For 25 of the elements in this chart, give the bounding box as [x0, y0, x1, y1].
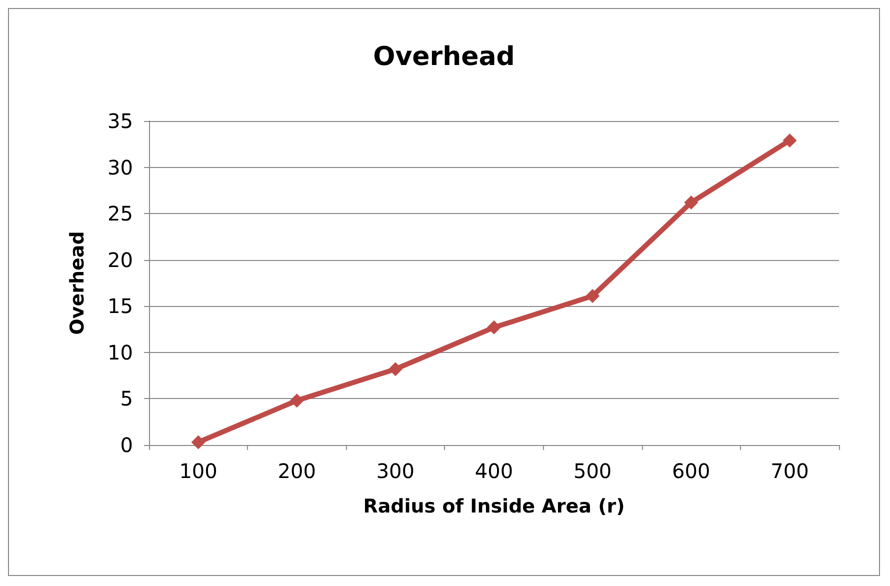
- point: [487, 320, 501, 334]
- x-tick-label: 200: [278, 459, 316, 483]
- y-tick-label: 0: [120, 433, 133, 457]
- point: [782, 133, 797, 148]
- x-tick-label: 300: [376, 459, 415, 483]
- point: [191, 435, 206, 450]
- x-tick-label: 500: [573, 459, 612, 483]
- y-tick-label: 20: [108, 248, 133, 272]
- x-tick-label: 400: [474, 459, 514, 483]
- x-axis-title: Radius of Inside Area (r): [363, 496, 625, 518]
- x-tick-label: 100: [179, 459, 218, 483]
- y-tick-label: 35: [108, 109, 133, 133]
- x-tick-label: 600: [672, 459, 710, 483]
- y-tick-label: 15: [108, 294, 133, 318]
- chart-title: Overhead: [373, 42, 515, 72]
- y-tick-label: 30: [108, 155, 133, 180]
- x-tick-label: 700: [770, 459, 809, 483]
- y-tick-label: 5: [120, 386, 133, 411]
- y-axis-title: Overhead: [66, 231, 88, 335]
- point: [684, 195, 698, 210]
- y-tick-label: 10: [108, 340, 133, 364]
- point: [388, 362, 402, 376]
- point: [586, 288, 600, 303]
- point: [290, 394, 304, 408]
- y-tick-label: 25: [108, 202, 133, 226]
